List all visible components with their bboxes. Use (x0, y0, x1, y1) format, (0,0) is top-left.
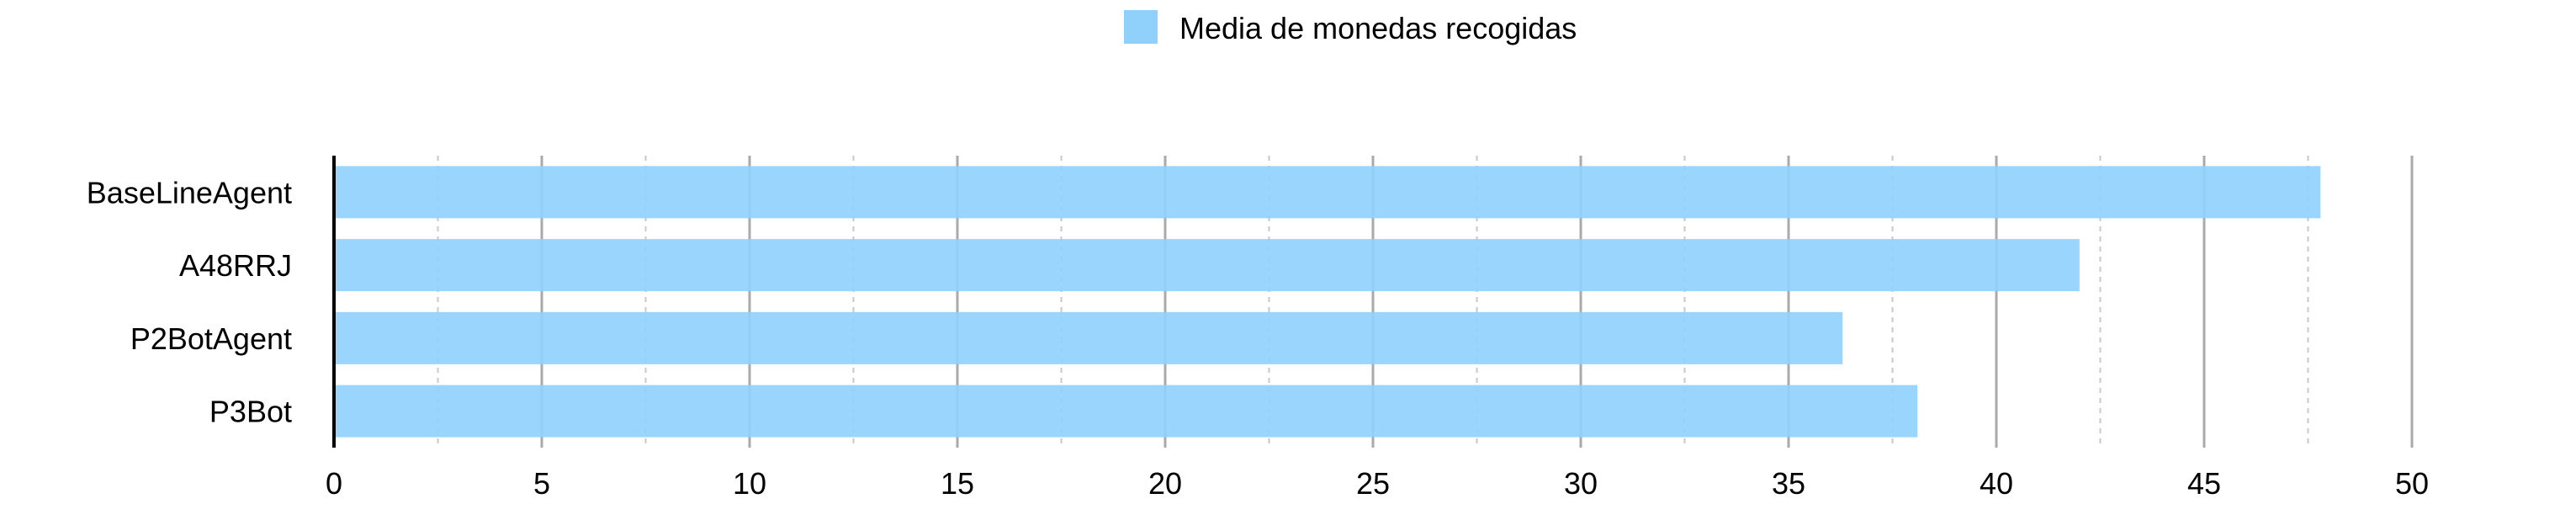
category-label: P3Bot (209, 395, 292, 429)
x-tick-label: 50 (2395, 466, 2429, 501)
category-label: P2BotAgent (130, 321, 292, 356)
x-axis-tick-labels: 0 5 10 15 20 25 30 35 40 45 50 (326, 466, 2429, 501)
category-labels: BaseLineAgent A48RRJ P2BotAgent P3Bot (87, 175, 292, 428)
x-tick-label: 20 (1148, 466, 1182, 501)
x-tick-label: 0 (326, 466, 342, 501)
category-label: A48RRJ (179, 248, 292, 283)
bar (334, 166, 2321, 219)
x-tick-label: 15 (941, 466, 974, 501)
x-tick-label: 35 (1772, 466, 1805, 501)
bar (334, 385, 1918, 438)
legend-label: Media de monedas recogidas (1179, 11, 1577, 45)
x-tick-label: 5 (533, 466, 550, 501)
bars (334, 166, 2321, 438)
x-tick-label: 25 (1356, 466, 1390, 501)
legend-swatch (1124, 10, 1158, 44)
x-tick-label: 45 (2187, 466, 2221, 501)
legend: Media de monedas recogidas (1124, 10, 1577, 45)
category-label: BaseLineAgent (87, 175, 292, 210)
x-tick-label: 40 (1980, 466, 2013, 501)
bar (334, 239, 2080, 292)
bar (334, 311, 1843, 364)
x-tick-label: 30 (1564, 466, 1598, 501)
x-tick-label: 10 (733, 466, 766, 501)
